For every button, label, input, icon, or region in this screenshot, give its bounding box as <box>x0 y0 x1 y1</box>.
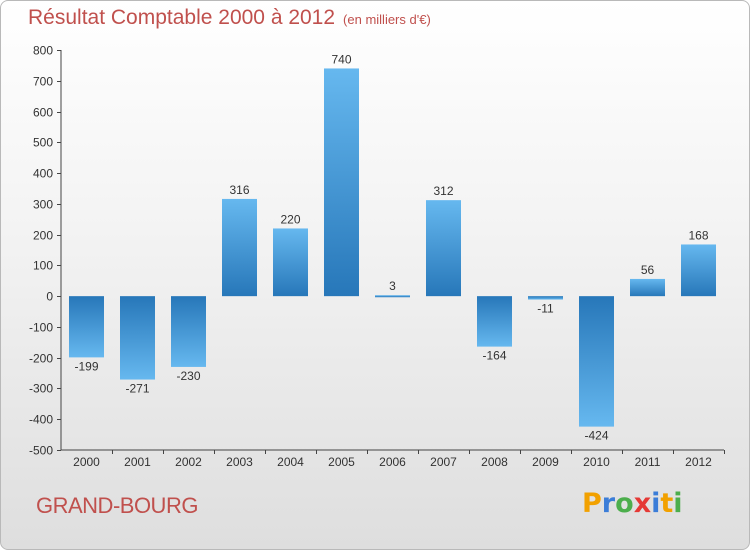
chart-title-text: Résultat Comptable 2000 à 2012 <box>28 6 336 29</box>
chart-title: Résultat Comptable 2000 à 2012 (en millie… <box>28 6 431 30</box>
y-tick-label: -100 <box>29 321 53 335</box>
x-tick-label-2009: 2009 <box>532 455 559 469</box>
y-tick-label: 300 <box>33 198 53 212</box>
logo-letter: r <box>601 488 616 519</box>
bar-2002 <box>171 296 206 367</box>
x-tick-label-2000: 2000 <box>73 455 100 469</box>
data-label-2007: 312 <box>433 184 453 198</box>
logo-letter: o <box>615 488 634 519</box>
y-tick-label: -400 <box>29 413 53 427</box>
bar-2003 <box>222 198 257 297</box>
logo-letter: P <box>582 488 602 519</box>
y-tick-label: 500 <box>33 136 53 150</box>
data-label-2005: 740 <box>331 52 351 66</box>
data-label-2003: 316 <box>229 183 249 197</box>
logo-letter: t <box>660 488 674 519</box>
data-label-2009: -11 <box>537 302 554 316</box>
data-label-2000: -199 <box>74 359 98 373</box>
bar-2008 <box>477 296 512 347</box>
bar-2007 <box>426 200 461 297</box>
logo-letter: i <box>673 488 683 519</box>
logo-letter: i <box>651 488 661 519</box>
data-label-2004: 220 <box>280 212 300 226</box>
x-tick-label-2006: 2006 <box>379 455 406 469</box>
x-tick-label-2002: 2002 <box>175 455 202 469</box>
bar-2011 <box>630 278 665 297</box>
chart-data-labels: -199 -271 -230 316 220 740 3 312 -164 -11 -424 56 16… <box>74 52 708 442</box>
y-tick-label: 400 <box>33 167 53 181</box>
logo-letter: x <box>633 488 652 519</box>
bar-2004 <box>273 228 308 297</box>
bar-2001 <box>120 296 155 380</box>
x-tick-label-2005: 2005 <box>328 455 355 469</box>
commune-name: GRAND-BOURG <box>36 493 198 518</box>
bar-2000 <box>69 296 104 358</box>
bar-2009 <box>528 296 563 300</box>
data-label-2001: -271 <box>125 382 149 396</box>
y-tick-label: 600 <box>33 106 53 120</box>
chart-axes: 800 700 600 500 400 300 200 100 0 -100 -200 -300 -40… <box>29 44 725 469</box>
bar-2005 <box>324 68 359 297</box>
y-tick-label: -500 <box>29 444 53 458</box>
x-tick-label-2012: 2012 <box>685 455 712 469</box>
y-tick-label: 100 <box>33 259 53 273</box>
x-tick-label-2010: 2010 <box>583 455 610 469</box>
y-tick-label: -200 <box>29 352 53 366</box>
data-label-2010: -424 <box>584 429 608 443</box>
y-tick-label: -300 <box>29 382 53 396</box>
data-label-2011: 56 <box>641 263 655 277</box>
data-label-2006: 3 <box>389 279 396 293</box>
bar-2006 <box>375 295 410 298</box>
bar-2010 <box>579 296 614 427</box>
x-tick-label-2001: 2001 <box>124 455 151 469</box>
bar-2012 <box>681 244 716 297</box>
x-tick-label-2008: 2008 <box>481 455 508 469</box>
chart-bars <box>69 68 716 427</box>
data-label-2002: -230 <box>176 369 200 383</box>
bar-chart: 800 700 600 500 400 300 200 100 0 -100 -200 -300 -40… <box>29 44 725 469</box>
x-tick-label-2004: 2004 <box>277 455 304 469</box>
y-tick-label: 800 <box>33 44 53 58</box>
x-tick-label-2007: 2007 <box>430 455 457 469</box>
y-tick-label: 0 <box>46 290 53 304</box>
proxiti-logo: Proxiti <box>582 488 683 519</box>
y-tick-label: 200 <box>33 229 53 243</box>
y-tick-label: 700 <box>33 75 53 89</box>
chart-subtitle: (en milliers d'€) <box>343 12 431 27</box>
data-label-2012: 168 <box>688 228 708 242</box>
x-tick-label-2011: 2011 <box>635 455 661 469</box>
x-tick-label-2003: 2003 <box>226 455 253 469</box>
data-label-2008: -164 <box>482 349 506 363</box>
